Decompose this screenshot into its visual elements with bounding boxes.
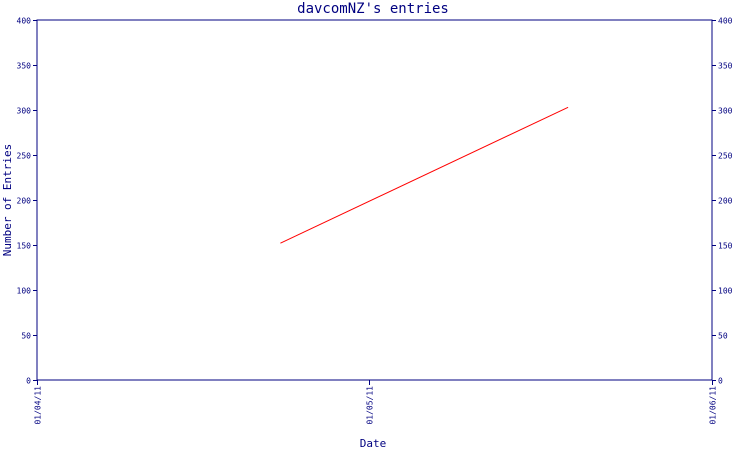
y-tick-label-right: 250	[718, 152, 733, 161]
left-y-axis: 0 50 100 150 200 250 300 350 400	[17, 17, 37, 386]
y-tick-label-left: 400	[17, 17, 32, 26]
x-axis: 01/04/11 01/05/11 01/06/11	[34, 380, 718, 425]
y-tick-label-right: 350	[718, 62, 733, 71]
x-axis-label: Date	[360, 437, 387, 450]
y-tick-label-right: 400	[718, 17, 733, 26]
y-tick-label-left: 350	[17, 62, 32, 71]
x-tick-label: 01/05/11	[366, 386, 375, 425]
y-tick-label-left: 50	[21, 332, 31, 341]
y-tick-label-right: 150	[718, 242, 733, 251]
x-tick-label: 01/04/11	[34, 386, 43, 425]
series-group	[280, 106, 569, 244]
y-tick-label-left: 250	[17, 152, 32, 161]
y-tick-label-right: 0	[718, 377, 723, 386]
y-tick-label-left: 300	[17, 107, 32, 116]
y-tick-label-left: 100	[17, 287, 32, 296]
series-line	[280, 106, 569, 244]
y-tick-label-right: 100	[718, 287, 733, 296]
y-tick-label-left: 150	[17, 242, 32, 251]
y-tick-label-right: 50	[718, 332, 728, 341]
right-y-axis: 0 50 100 150 200 250 300 350 400	[712, 17, 733, 386]
chart-title: davcomNZ's entries	[297, 1, 449, 17]
y-axis-label: Number of Entries	[1, 144, 14, 257]
x-tick-label: 01/06/11	[709, 386, 718, 425]
y-tick-label-left: 0	[26, 377, 31, 386]
y-tick-label-left: 200	[17, 197, 32, 206]
plot-frame	[36, 19, 713, 381]
y-tick-label-right: 300	[718, 107, 733, 116]
y-tick-label-right: 200	[718, 197, 733, 206]
